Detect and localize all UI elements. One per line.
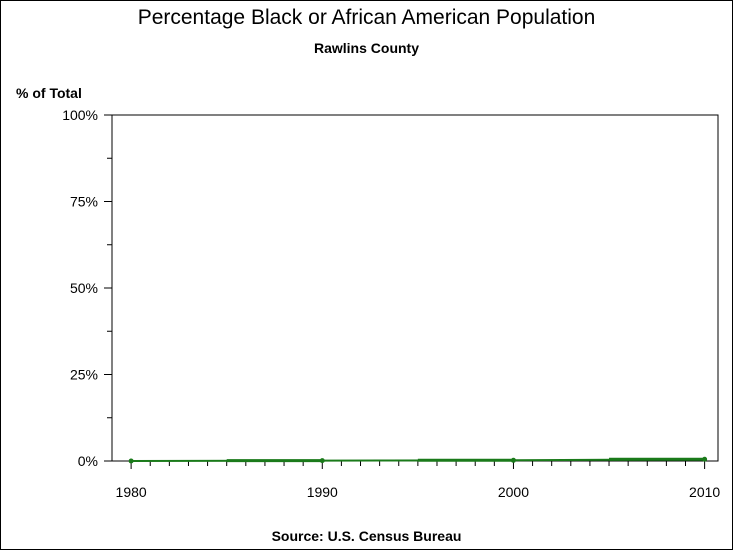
series-point	[702, 456, 708, 462]
chart-subtitle: Rawlins County	[313, 40, 419, 56]
series-point	[319, 458, 325, 464]
y-tick-label: 0%	[78, 453, 98, 469]
y-tick-label: 25%	[70, 367, 98, 383]
y-axis-label: % of Total	[16, 85, 82, 101]
x-tick-label: 1980	[116, 484, 147, 500]
y-tick-label: 50%	[70, 280, 98, 296]
chart-title: Percentage Black or African American Pop…	[137, 6, 596, 29]
x-tick-label: 2000	[498, 484, 529, 500]
y-tick-label: 100%	[62, 107, 98, 123]
series-point	[510, 457, 516, 463]
y-tick-label: 75%	[70, 194, 98, 210]
x-tick-label: 2010	[689, 484, 720, 500]
plot-area-border	[111, 114, 719, 462]
x-tick-label: 1990	[307, 484, 338, 500]
series-point	[128, 458, 134, 464]
source-note: Source: U.S. Census Bureau	[271, 528, 462, 544]
